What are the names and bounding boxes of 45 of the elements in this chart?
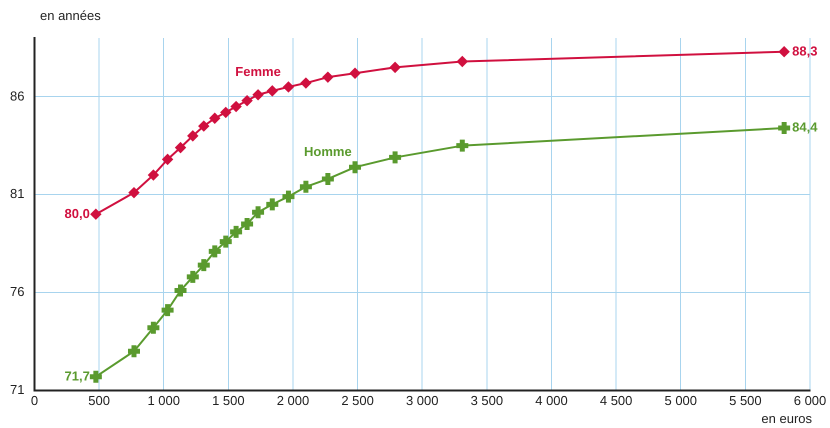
x-tick-label: 4 500 <box>600 392 632 408</box>
x-tick-label: 1 000 <box>147 392 180 408</box>
x-axis-title: en euros <box>761 411 812 426</box>
point <box>90 208 102 220</box>
x-tick-label: 6 000 <box>794 392 826 408</box>
point <box>162 154 174 165</box>
x-tick-label: 5 500 <box>729 392 762 408</box>
point <box>350 68 361 79</box>
data-label: 88,3 <box>792 43 818 58</box>
x-tick-label: 4 000 <box>535 392 568 408</box>
y-tick-label: 81 <box>10 186 24 202</box>
point <box>198 120 210 132</box>
point <box>282 81 294 92</box>
series-label: Femme <box>235 64 281 79</box>
point <box>128 187 140 198</box>
point <box>456 56 468 67</box>
point <box>175 142 186 154</box>
data-label: 80,0 <box>64 206 90 221</box>
x-tick-label: 0 <box>30 392 38 408</box>
x-tick-label: 1 500 <box>212 392 245 408</box>
y-tick-label: 76 <box>10 284 24 300</box>
point <box>390 62 401 73</box>
point <box>322 72 334 83</box>
point <box>187 130 198 142</box>
point <box>220 106 232 118</box>
point <box>148 170 159 181</box>
x-tick-label: 3 000 <box>406 392 439 408</box>
point <box>242 95 253 106</box>
point <box>209 112 220 124</box>
point <box>778 46 790 58</box>
x-tick-label: 2 000 <box>276 392 310 408</box>
y-axis-title: en années <box>40 8 102 24</box>
data-label: 71,7 <box>64 368 90 384</box>
x-tick-label: 500 <box>88 392 110 408</box>
x-tick-label: 2 500 <box>341 392 374 408</box>
point <box>266 85 278 96</box>
x-tick-label: 5 000 <box>664 392 698 408</box>
point <box>252 89 264 100</box>
point <box>300 78 312 89</box>
x-tick-label: 3 500 <box>470 392 504 408</box>
series-label: Homme <box>304 144 352 160</box>
point <box>230 101 242 112</box>
y-tick-label: 71 <box>10 382 24 397</box>
data-label: 84,4 <box>792 120 818 135</box>
y-tick-label: 86 <box>10 88 24 104</box>
